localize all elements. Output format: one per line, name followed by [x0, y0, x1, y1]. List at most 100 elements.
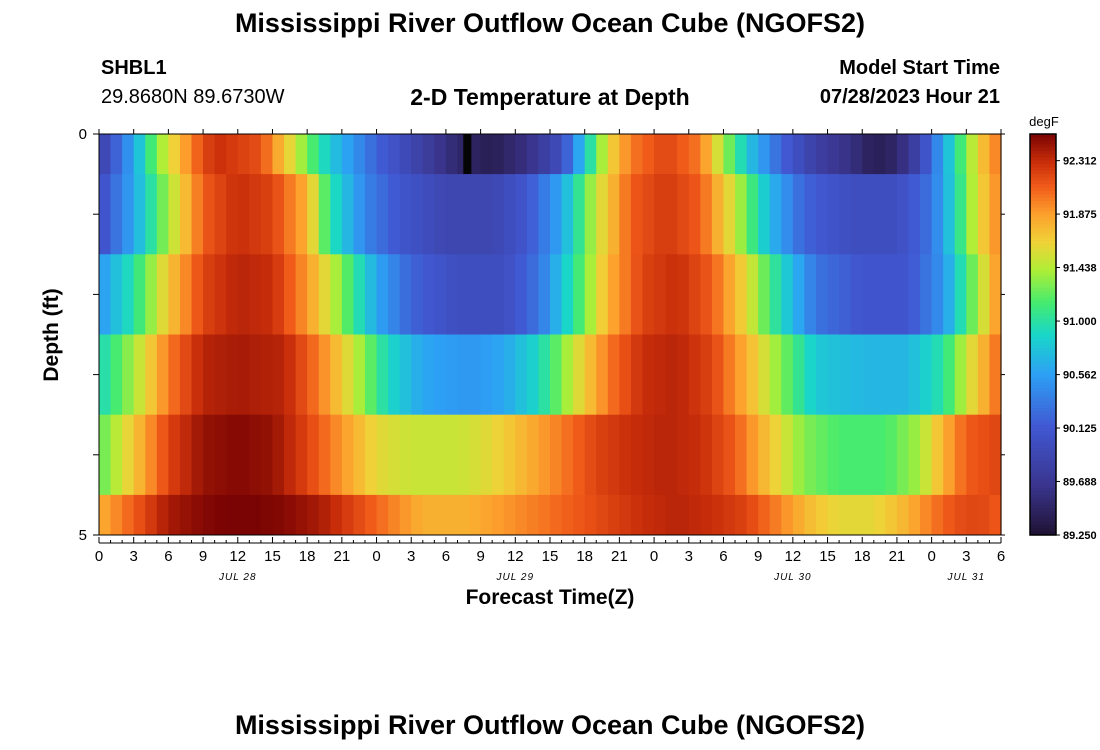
heatmap-cell [133, 334, 146, 416]
heatmap-cell [318, 254, 331, 335]
heatmap-cell [931, 134, 944, 175]
heatmap-cell [769, 134, 782, 175]
heatmap-cell [815, 134, 829, 175]
heatmap-cell [654, 254, 667, 335]
colorbar-swatch [1030, 377, 1056, 382]
heatmap-cell [977, 254, 991, 335]
colorbar-swatch [1030, 511, 1056, 516]
colorbar-swatch [1030, 160, 1056, 165]
colorbar-swatch [1030, 260, 1056, 265]
colorbar-swatch [1030, 418, 1056, 422]
heatmap-cell [758, 254, 771, 335]
heatmap-cell [364, 414, 378, 496]
heatmap-cell [353, 414, 366, 496]
heatmap-cell [920, 174, 933, 255]
heatmap-cell [330, 414, 343, 496]
colorbar-swatch [1030, 498, 1056, 503]
colorbar-swatch [1030, 474, 1056, 479]
heatmap-cell [133, 254, 146, 335]
heatmap-cell [619, 334, 632, 416]
heatmap-cell [411, 174, 424, 255]
heatmap-cell [260, 494, 274, 536]
heatmap-cell [492, 134, 505, 175]
x-tick-label: 9 [754, 548, 762, 565]
heatmap-cell [792, 134, 806, 175]
heatmap-cell [908, 334, 921, 416]
heatmap-cell [260, 414, 274, 496]
heatmap-cell [538, 414, 551, 496]
heatmap-cell [341, 174, 355, 255]
heatmap-cell [850, 174, 863, 255]
heatmap-cell [862, 334, 875, 416]
station-coords: 29.8680N 89.6730W [101, 86, 285, 108]
heatmap-cell [145, 134, 158, 175]
heatmap-cell [688, 254, 701, 335]
colorbar-swatch [1030, 154, 1056, 158]
heatmap-cell [191, 134, 204, 175]
heatmap-cell [711, 494, 725, 536]
heatmap-cell [954, 414, 967, 496]
heatmap-cell [191, 254, 204, 335]
heatmap-cell [827, 134, 840, 175]
colorbar-swatch [1030, 441, 1056, 446]
heatmap-cell [966, 494, 979, 536]
colorbar-tick-label: 90.562 [1063, 370, 1097, 382]
colorbar-swatch [1030, 391, 1056, 396]
heatmap-cell [920, 334, 933, 416]
colorbar-tick-label: 91.438 [1063, 263, 1097, 275]
heatmap-cell [445, 134, 459, 175]
heatmap-cell [284, 334, 297, 416]
colorbar-swatch [1030, 494, 1056, 499]
heatmap-cell [353, 494, 366, 536]
colorbar-swatch [1030, 207, 1056, 212]
heatmap-cell [619, 174, 632, 255]
heatmap-cell [804, 174, 817, 255]
colorbar-swatch [1030, 461, 1056, 466]
heatmap-cell [179, 134, 193, 175]
colorbar-swatch [1030, 254, 1056, 259]
heatmap-cell [203, 134, 216, 175]
heatmap-cell [954, 254, 967, 335]
heatmap-cell [920, 254, 933, 335]
colorbar-swatch [1030, 468, 1056, 473]
colorbar-swatch [1030, 484, 1056, 489]
heatmap-cell [272, 254, 285, 335]
heatmap-cell [943, 334, 956, 416]
heatmap-cell [839, 134, 852, 175]
heatmap-cell [561, 494, 574, 536]
colorbar-swatch [1030, 220, 1056, 225]
colorbar-swatch [1030, 267, 1056, 272]
heatmap-cell [353, 254, 366, 335]
heatmap-cell [804, 414, 817, 496]
heatmap-cell [781, 494, 794, 536]
heatmap-cell [908, 414, 921, 496]
heatmap-cell [457, 494, 470, 536]
heatmap-cell [746, 254, 759, 335]
x-tick-label: 6 [997, 548, 1005, 565]
x-tick-label: 6 [719, 548, 727, 565]
heatmap-cell [584, 174, 597, 255]
heatmap-cell [619, 254, 632, 335]
heatmap-cell [954, 174, 967, 255]
x-tick-label: 6 [164, 548, 172, 565]
heatmap-cell [850, 414, 863, 496]
colorbar-swatch [1030, 287, 1056, 292]
heatmap-cell [792, 334, 806, 416]
colorbar-frame [1029, 133, 1057, 536]
heatmap-cell [191, 494, 204, 536]
station-id: SHBL1 [101, 57, 167, 79]
heatmap-cell [526, 174, 540, 255]
heatmap-cell [503, 334, 516, 416]
heatmap-cell [977, 414, 991, 496]
heatmap-cell [480, 254, 493, 335]
heatmap-cell [827, 414, 840, 496]
colorbar-swatch [1030, 327, 1056, 332]
heatmap-cell [318, 174, 331, 255]
heatmap-cell [896, 254, 910, 335]
heatmap-cell [376, 134, 389, 175]
heatmap-cell [249, 254, 262, 335]
heatmap-cell [388, 414, 401, 496]
heatmap-cell [607, 334, 620, 416]
heatmap-cell [873, 334, 886, 416]
footer-title: Mississippi River Outflow Ocean Cube (NG… [234, 710, 866, 740]
